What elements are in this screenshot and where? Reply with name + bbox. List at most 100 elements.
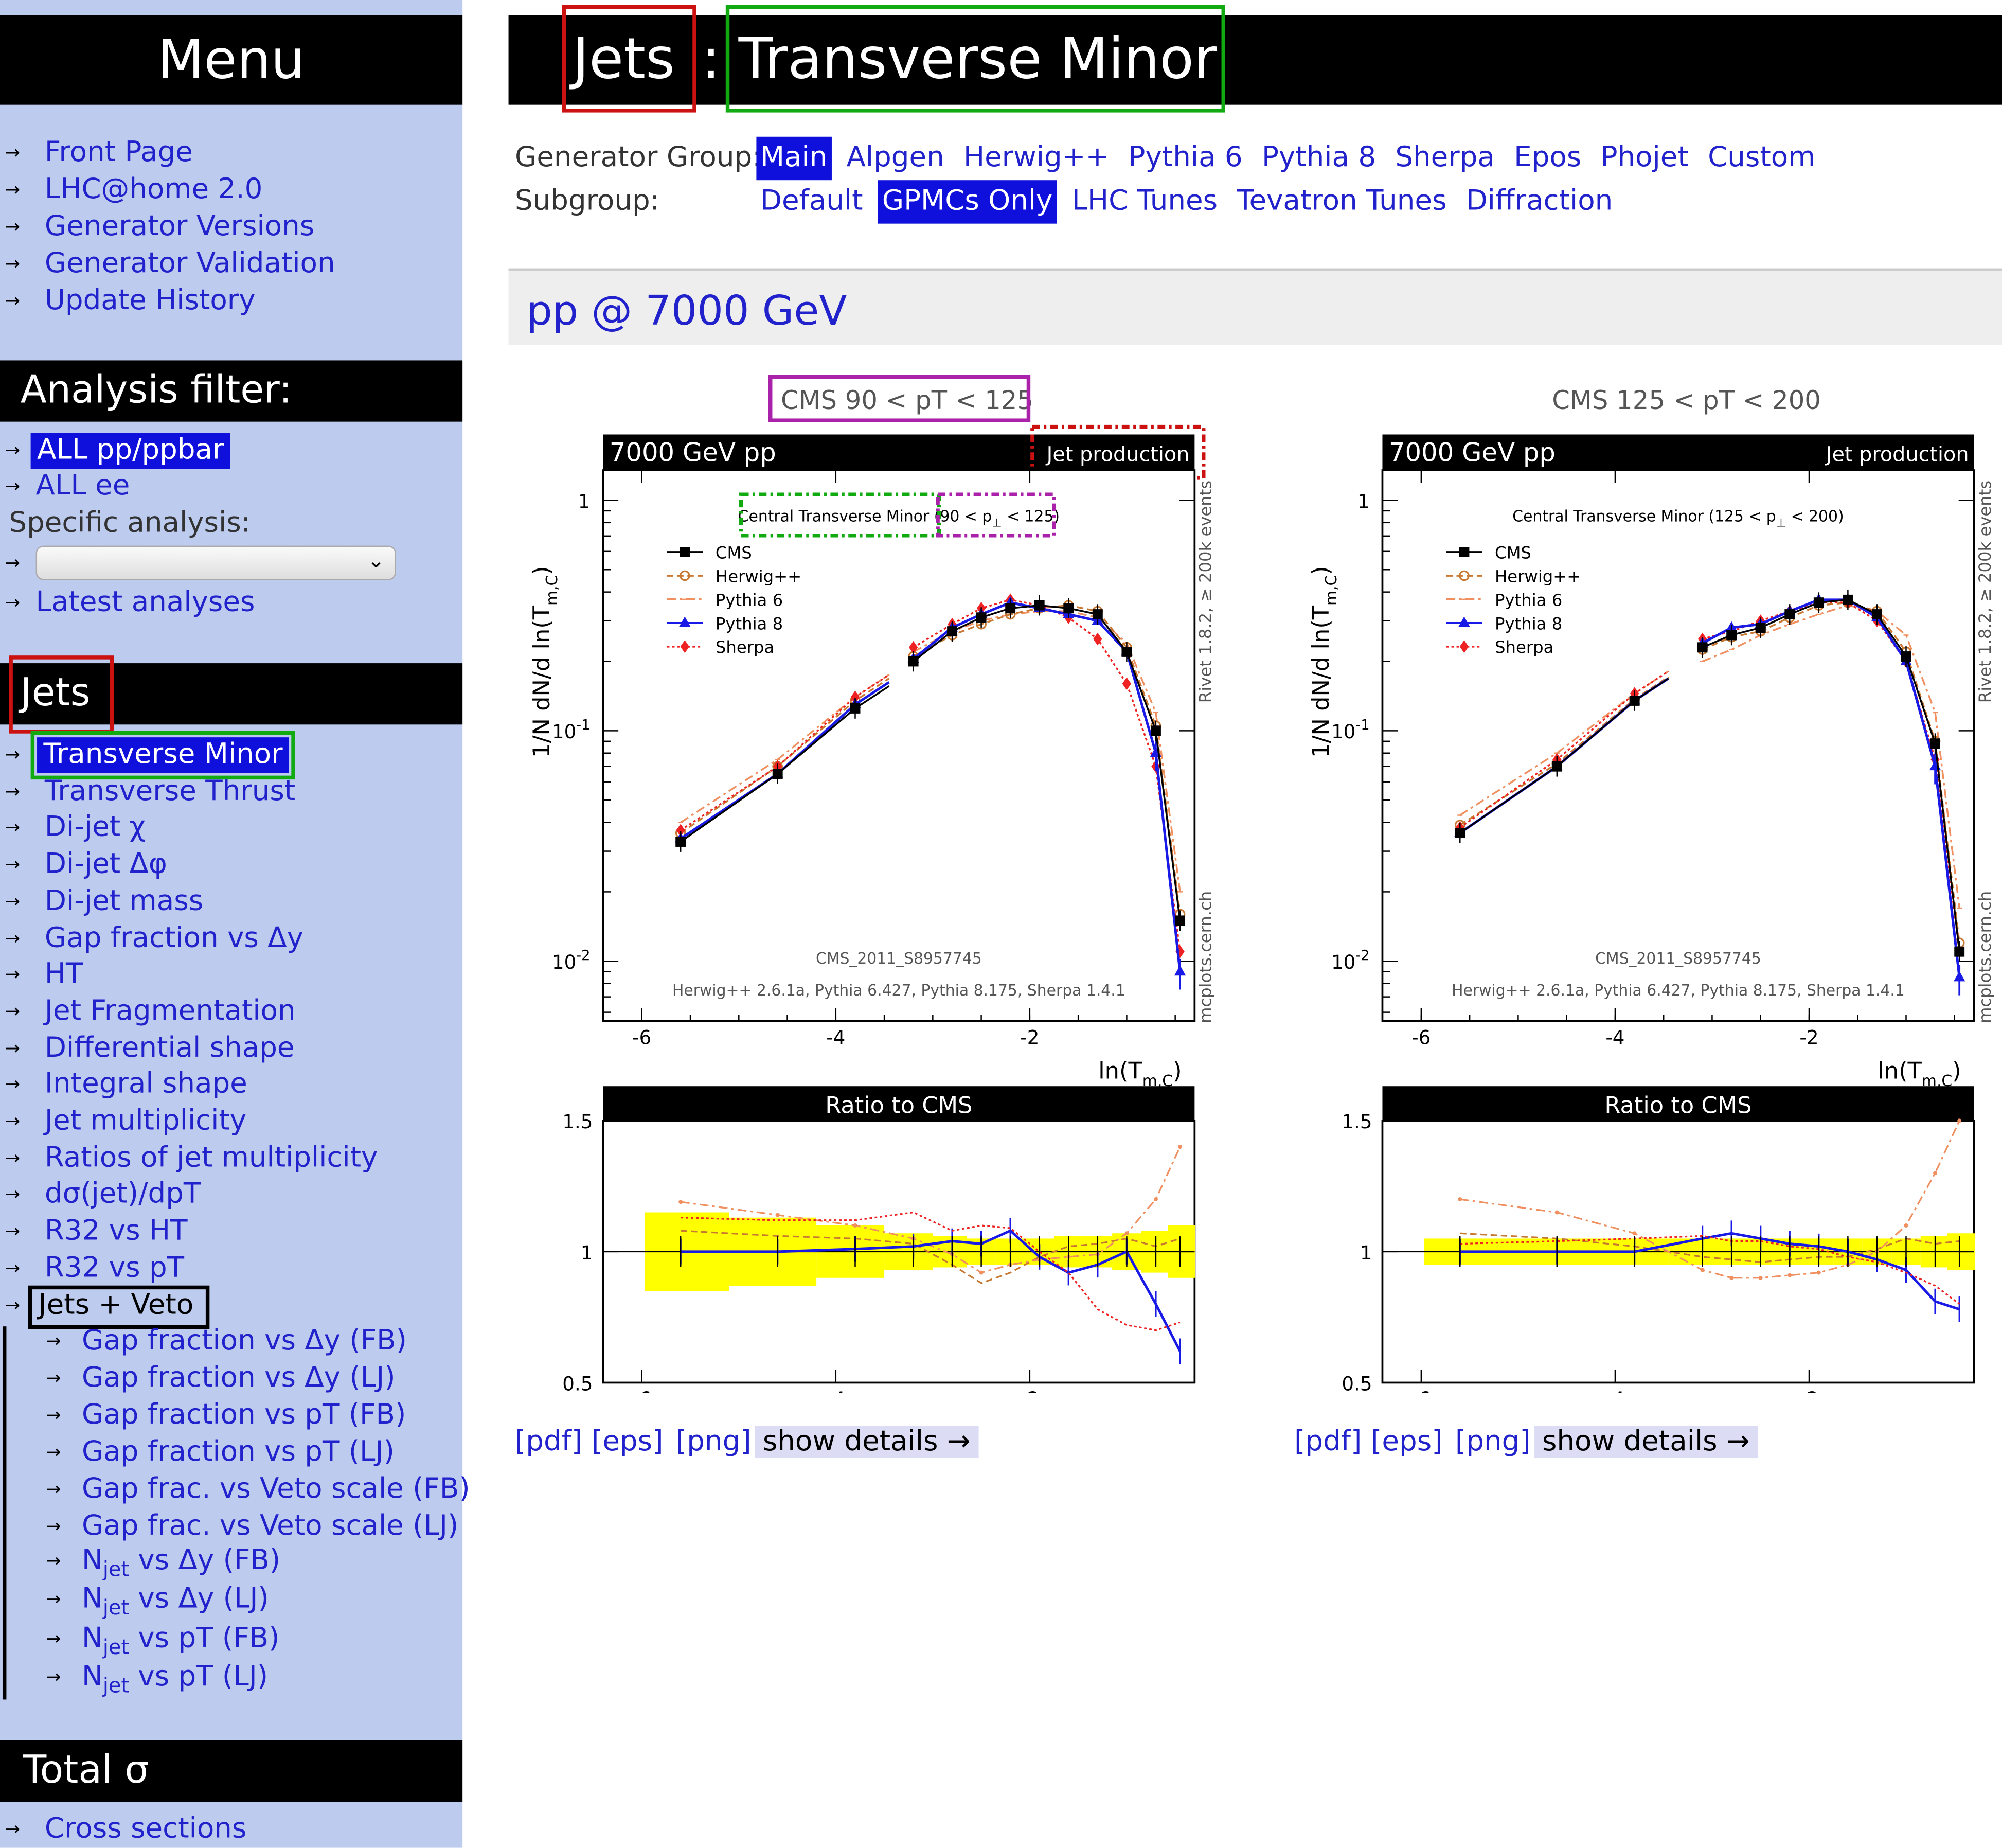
sidebar-item-label[interactable]: HT xyxy=(44,958,83,991)
sidebar-item-njet-2[interactable]: → Njet vs Δy (LJ) xyxy=(0,1583,462,1620)
sidebar-item-label[interactable]: dσ(jet)/dpT xyxy=(44,1179,201,1211)
subgroup-option-lhc-tunes[interactable]: LHC Tunes xyxy=(1071,185,1218,218)
section-header: pp @ 7000 GeV xyxy=(508,268,2002,345)
sidebar-item-lhc-home-2-0[interactable]: → LHC@home 2.0 xyxy=(0,172,462,208)
generator-group-option-pythia-8[interactable]: Pythia 8 xyxy=(1261,141,1377,174)
sidebar-item-front-page[interactable]: → Front Page xyxy=(0,135,462,171)
pdf-link[interactable]: [pdf] xyxy=(1294,1426,1362,1459)
sidebar-item-label[interactable]: Gap frac. vs Veto scale (LJ) xyxy=(81,1509,459,1542)
sidebar-item-transverse-thrust[interactable]: → Transverse Thrust xyxy=(0,774,462,810)
sidebar-item-njet-1[interactable]: → Njet vs Δy (FB) xyxy=(0,1543,462,1582)
sidebar-item-di-jet[interactable]: → Di-jet χ xyxy=(0,811,462,847)
sidebar-item-d-jet-dpt[interactable]: → dσ(jet)/dpT xyxy=(0,1178,462,1214)
sidebar-item-label[interactable]: Jet Fragmentation xyxy=(44,995,296,1027)
subgroup-option-default[interactable]: Default xyxy=(760,185,863,218)
sidebar-item-ht[interactable]: → HT xyxy=(0,957,462,993)
sidebar-item-gap-frac-vs-veto-scale-fb[interactable]: → Gap frac. vs Veto scale (FB) xyxy=(0,1471,470,1507)
generator-group-option-sherpa[interactable]: Sherpa xyxy=(1395,141,1495,174)
sidebar-item-generator-validation[interactable]: → Generator Validation xyxy=(0,246,462,282)
latest-analyses-link[interactable]: → Latest analyses xyxy=(0,585,462,621)
png-link[interactable]: [png] xyxy=(1455,1426,1531,1459)
sidebar-item-label[interactable]: Front Page xyxy=(44,136,193,169)
sidebar-item-label[interactable]: Ratios of jet multiplicity xyxy=(44,1142,378,1174)
sidebar-item-gap-fraction-vs-pt-lj[interactable]: → Gap fraction vs pT (LJ) xyxy=(0,1435,462,1471)
sidebar-item-label[interactable]: Gap fraction vs pT (LJ) xyxy=(81,1436,395,1468)
sidebar-item-integral-shape[interactable]: → Integral shape xyxy=(0,1068,462,1104)
sidebar-item-cross-sections[interactable]: → Cross sections xyxy=(0,1812,462,1848)
sidebar-item-label[interactable]: Gap fraction vs Δy (LJ) xyxy=(81,1362,396,1394)
sidebar-item-label[interactable]: R32 vs HT xyxy=(44,1215,188,1248)
sidebar-item-label[interactable]: Jets + Veto xyxy=(38,1288,194,1321)
show-details-button[interactable]: show details → xyxy=(755,1426,978,1459)
sidebar-item-gap-fraction-vs-y[interactable]: → Gap fraction vs Δy xyxy=(0,921,462,957)
generator-group-option-herwig[interactable]: Herwig++ xyxy=(963,141,1110,174)
sidebar-item-label[interactable]: Integral shape xyxy=(44,1069,247,1101)
filter-all-ee[interactable]: → ALL ee xyxy=(0,469,462,505)
sidebar-item-label[interactable]: Njet vs pT (LJ) xyxy=(82,1660,268,1703)
analysis-id: CMS_2011_S8957745 xyxy=(1595,950,1761,968)
arrow-icon: → xyxy=(46,1551,61,1572)
sidebar-item-label[interactable]: Gap fraction vs pT (FB) xyxy=(81,1399,406,1431)
sidebar-item-label[interactable]: Transverse Thrust xyxy=(44,775,296,807)
sidebar-item-label[interactable]: Gap fraction vs Δy xyxy=(44,922,304,954)
latest-analyses-label[interactable]: Latest analyses xyxy=(35,587,255,619)
generator-group-option-phojet[interactable]: Phojet xyxy=(1600,141,1689,174)
specific-analysis-select[interactable]: ⌄ xyxy=(35,545,396,580)
sidebar-item-label[interactable]: Di-jet Δφ xyxy=(44,848,167,881)
sidebar-item-label[interactable]: Di-jet χ xyxy=(44,812,146,844)
eps-link[interactable]: [eps] xyxy=(1371,1426,1443,1459)
generator-group-option-epos[interactable]: Epos xyxy=(1514,141,1582,174)
sidebar-item-label[interactable]: Njet vs Δy (FB) xyxy=(82,1543,280,1587)
sidebar-item-label[interactable]: Generator Versions xyxy=(44,210,315,243)
sidebar-item-jets-veto[interactable]: → Jets + Veto xyxy=(0,1287,462,1323)
sidebar-item-njet-4[interactable]: → Njet vs pT (LJ) xyxy=(0,1660,462,1698)
filter-all-pp-label[interactable]: ALL pp/ppbar xyxy=(30,433,230,469)
sidebar-item-njet-3[interactable]: → Njet vs pT (FB) xyxy=(0,1621,462,1659)
sidebar-item-transverse-minor[interactable]: → Transverse Minor xyxy=(0,737,462,773)
njet-label: Njet vs pT (FB) xyxy=(82,1622,280,1659)
marker-square xyxy=(1755,623,1766,633)
sidebar-item-label[interactable]: Differential shape xyxy=(44,1032,295,1064)
sidebar-item-label[interactable]: Transverse Minor xyxy=(37,737,290,773)
sidebar-item-gap-fraction-vs-y-lj[interactable]: → Gap fraction vs Δy (LJ) xyxy=(0,1361,462,1397)
sidebar-item-gap-fraction-vs-y-fb[interactable]: → Gap fraction vs Δy (FB) xyxy=(0,1324,462,1360)
sidebar-item-gap-fraction-vs-pt-fb[interactable]: → Gap fraction vs pT (FB) xyxy=(0,1398,462,1434)
sidebar-item-label[interactable]: Jet multiplicity xyxy=(44,1105,247,1138)
subgroup-option-gpmcs-only[interactable]: GPMCs Only xyxy=(878,180,1057,224)
title-observable-box xyxy=(725,5,1225,113)
png-link[interactable]: [png] xyxy=(675,1426,752,1459)
sidebar-item-label[interactable]: Njet vs Δy (LJ) xyxy=(82,1583,269,1626)
sidebar-item-label[interactable]: Generator Validation xyxy=(44,247,335,280)
sidebar-item-label[interactable]: Njet vs pT (FB) xyxy=(82,1621,280,1665)
jets-title: Jets xyxy=(20,670,91,716)
sidebar-item-jet-fragmentation[interactable]: → Jet Fragmentation xyxy=(0,994,462,1030)
sidebar-item-gap-frac-vs-veto-scale-lj[interactable]: → Gap frac. vs Veto scale (LJ) xyxy=(0,1508,462,1544)
sidebar-item-differential-shape[interactable]: → Differential shape xyxy=(0,1030,462,1067)
sidebar-item-generator-versions[interactable]: → Generator Versions xyxy=(0,209,462,245)
eps-link[interactable]: [eps] xyxy=(591,1426,664,1459)
sidebar-item-jet-multiplicity[interactable]: → Jet multiplicity xyxy=(0,1104,462,1140)
sidebar-item-r32-vs-pt[interactable]: → R32 vs pT xyxy=(0,1251,462,1287)
generator-group-option-alpgen[interactable]: Alpgen xyxy=(846,141,944,174)
sidebar-item-label[interactable]: Cross sections xyxy=(44,1813,247,1845)
sidebar-item-ratios-of-jet-multiplicity[interactable]: → Ratios of jet multiplicity xyxy=(0,1141,462,1177)
sidebar-item-label[interactable]: Gap frac. vs Veto scale (FB) xyxy=(81,1472,470,1505)
sidebar-item-di-jet[interactable]: → Di-jet Δφ xyxy=(0,847,462,883)
pdf-link[interactable]: [pdf] xyxy=(514,1426,583,1459)
filter-all-ee-label[interactable]: ALL ee xyxy=(35,470,130,503)
generator-group-option-main[interactable]: Main xyxy=(756,136,831,181)
sidebar-item-label[interactable]: Gap fraction vs Δy (FB) xyxy=(81,1325,407,1357)
sidebar-item-update-history[interactable]: → Update History xyxy=(0,283,462,319)
sidebar-item-di-jet-mass[interactable]: → Di-jet mass xyxy=(0,884,462,920)
sidebar-item-label[interactable]: Update History xyxy=(44,285,256,317)
sidebar-item-label[interactable]: R32 vs pT xyxy=(44,1252,185,1284)
show-details-button[interactable]: show details → xyxy=(1534,1426,1758,1459)
subgroup-option-diffraction[interactable]: Diffraction xyxy=(1465,185,1613,218)
sidebar-item-label[interactable]: LHC@home 2.0 xyxy=(44,173,263,206)
filter-all-pp[interactable]: → ALL pp/ppbar xyxy=(0,433,462,469)
sidebar-item-r32-vs-ht[interactable]: → R32 vs HT xyxy=(0,1214,462,1250)
generator-group-option-pythia-6[interactable]: Pythia 6 xyxy=(1128,141,1243,174)
generator-group-option-custom[interactable]: Custom xyxy=(1708,141,1816,174)
subgroup-option-tevatron-tunes[interactable]: Tevatron Tunes xyxy=(1237,185,1447,218)
sidebar-item-label[interactable]: Di-jet mass xyxy=(44,885,204,917)
